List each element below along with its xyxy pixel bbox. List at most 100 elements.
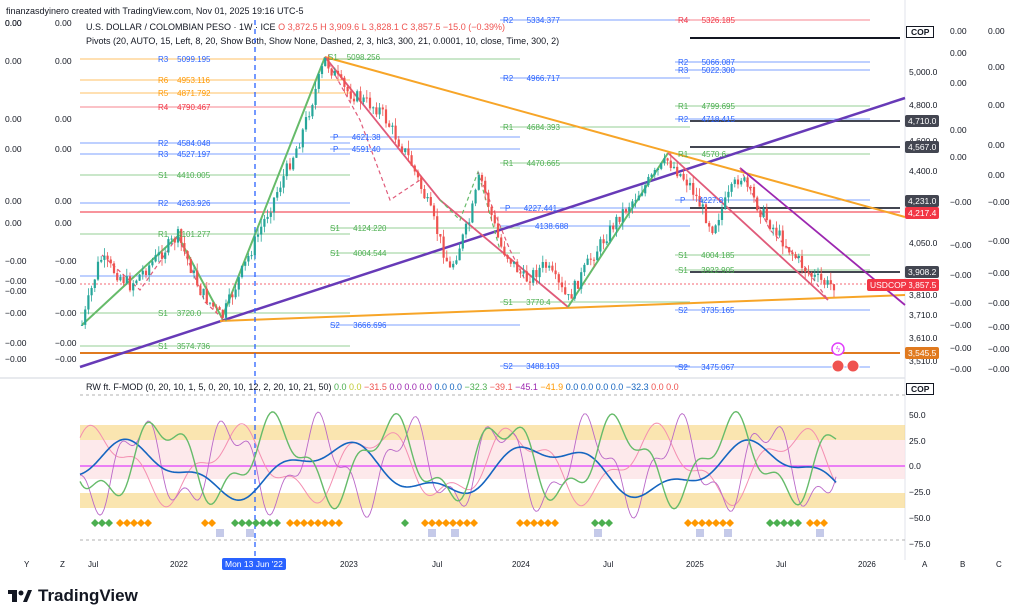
indicator-legend[interactable]: RW ft. F-MOD (0, 20, 10, 1, 5, 0, 20, 10… [86,382,679,392]
osc-diamond-marker [252,519,260,527]
candle-body [794,254,797,258]
candle-body [186,251,189,260]
pivot-label: P 4591.40 [333,145,381,154]
candle-body [260,226,263,235]
candle-body [330,68,333,76]
candle-body [388,123,391,127]
candle-body [672,166,676,168]
candle-body [400,146,404,153]
price-tag-last[interactable]: 3,857.5 [905,279,940,291]
candle-body [231,294,234,298]
candle-body [170,238,173,240]
scale-letter[interactable]: B [960,560,966,569]
indicator-val: 0.0 [580,382,594,392]
candle-body [628,207,631,212]
candle-body [189,259,192,273]
candle-body [212,302,215,307]
osc-tick: −25.0 [909,487,931,497]
candle-body [525,271,528,282]
candle-body [797,255,800,258]
candle-body [314,88,317,105]
candle-body [640,193,644,196]
candle-body [570,294,573,299]
price-tag-4710[interactable]: 4,710.0 [905,115,940,127]
osc-diamond-marker [712,519,720,527]
pivots-legend[interactable]: Pivots (20, AUTO, 15, Left, 8, 20, Show … [86,36,560,46]
candle-body [714,225,717,234]
candle-body [455,260,458,264]
price-tag-4217[interactable]: 4,217.4 [905,207,940,219]
candle-body [84,309,87,325]
candle-body [676,166,679,177]
osc-diamond-marker [91,519,99,527]
currency-label[interactable]: COP [906,26,935,38]
pivot-label: R2 4718.415 [678,115,735,124]
price-tag-3545[interactable]: 3,545.5 [905,347,940,359]
scale-letter[interactable]: Z [60,560,65,569]
scale-letter[interactable]: C [996,560,1002,569]
candle-body [154,255,157,262]
right-scale-value: 0.00 [950,152,967,162]
left-scale-value: −0.00 [5,354,27,364]
scale-letter[interactable]: Y [24,560,30,569]
indicator-val: −39.1 [489,382,513,392]
osc-diamond-marker [691,519,699,527]
candle-body [653,170,656,175]
osc-diamond-marker [238,519,246,527]
right-scale-value: −0.00 [988,364,1010,374]
osc-diamond-marker [321,519,329,527]
candle-body [333,70,336,76]
candle-body [624,209,628,212]
candle-body [372,107,375,109]
price-tick: 3,510.0 [909,356,938,366]
candle-body [474,189,477,204]
price-tag-4231[interactable]: 4,231.0 [905,195,940,207]
osc-upper-band [80,425,905,440]
candle-body [87,295,90,310]
ohlc-low: L 3,828.1 [361,22,399,32]
indicator-val: 0.0 [610,382,624,392]
candle-body [288,163,292,170]
indicator-val: 0.0 [595,382,609,392]
right-scale-value: 0.00 [988,170,1005,180]
candle-body [336,70,340,75]
candle-body [490,206,493,216]
price-tag-4567[interactable]: 4,567.0 [905,141,940,153]
candle-body [180,229,183,244]
candle-body [135,280,138,284]
right-scale-value: −0.00 [988,268,1010,278]
oscillator-series [79,410,837,519]
osc-diamond-marker [449,519,457,527]
candle-body [263,218,266,227]
time-tick: 2026 [858,560,876,569]
left-scale-value: −0.00 [55,308,77,318]
ohlc-open: O 3,872.5 [278,22,318,32]
osc-diamond-marker [123,519,131,527]
candle-body [535,270,538,278]
candle-body [420,177,423,189]
candle-body [804,267,807,272]
candle-body [608,225,612,242]
brand-logo[interactable]: TradingView [8,586,138,606]
price-tick: 3,810.0 [909,290,938,300]
candle-body [407,148,410,156]
candle-body [621,209,624,222]
price-tag-3908[interactable]: 3,908.2 [905,266,940,278]
pivot-label: R1 4570.6 [678,150,727,159]
candle-body [512,261,516,264]
osc-diamond-marker [442,519,450,527]
symbol-tag[interactable]: USDCOP [867,279,910,291]
scale-letter[interactable]: A [922,560,928,569]
candle-body [157,252,160,256]
watermark-text: finanzasdyinero created with TradingView… [6,6,304,16]
osc-currency-label[interactable]: COP [906,383,935,395]
candle-body [692,182,695,195]
candle-body [381,107,384,110]
osc-diamond-marker [605,519,613,527]
indicator-val: −41.9 [540,382,564,392]
ohlc-close: C 3,857.5 [401,22,441,32]
symbol-legend[interactable]: U.S. DOLLAR / COLOMBIAN PESO · 1W · ICE … [86,22,505,32]
indicator-val: 0.0 [434,382,447,392]
candle-body [183,243,186,252]
